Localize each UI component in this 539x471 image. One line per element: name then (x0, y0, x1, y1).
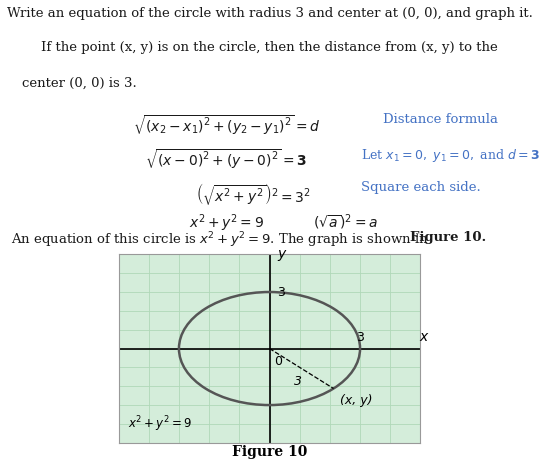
Text: $\sqrt{(x_2-x_1)^2+(y_2-y_1)^2}=d$: $\sqrt{(x_2-x_1)^2+(y_2-y_1)^2}=d$ (133, 113, 320, 137)
Text: Write an equation of the circle with radius 3 and center at (0, 0), and graph it: Write an equation of the circle with rad… (6, 7, 533, 20)
Text: $\left(\sqrt{a}\right)^2=a$: $\left(\sqrt{a}\right)^2=a$ (313, 212, 378, 232)
Text: 3: 3 (294, 374, 302, 388)
Text: $x^2+y^2=9$: $x^2+y^2=9$ (189, 212, 264, 234)
Text: Distance formula: Distance formula (383, 113, 497, 126)
Text: $x^2+y^2=9$: $x^2+y^2=9$ (128, 414, 192, 434)
Text: 3: 3 (277, 285, 285, 299)
Text: Let $x_1=0,\ y_1=0,$ and $d=\mathbf{3}.$: Let $x_1=0,\ y_1=0,$ and $d=\mathbf{3}.$ (361, 147, 539, 164)
Text: $\left(\sqrt{x^2+y^2}\right)^2=3^2$: $\left(\sqrt{x^2+y^2}\right)^2=3^2$ (196, 181, 311, 207)
Text: An equation of this circle is $x^2+y^2=9$. The graph is shown in: An equation of this circle is $x^2+y^2=9… (11, 231, 429, 251)
Text: 3: 3 (356, 331, 364, 344)
Text: Figure 10: Figure 10 (232, 445, 307, 459)
Text: (x, y): (x, y) (340, 394, 372, 407)
Text: x: x (419, 330, 427, 344)
Text: Figure 10.: Figure 10. (410, 231, 486, 244)
Text: y: y (277, 247, 285, 261)
Text: $\sqrt{(x-0)^2+(y-0)^2}=\mathbf{3}$: $\sqrt{(x-0)^2+(y-0)^2}=\mathbf{3}$ (146, 147, 307, 171)
Text: Square each side.: Square each side. (361, 181, 481, 194)
Text: center (0, 0) is 3.: center (0, 0) is 3. (22, 77, 136, 90)
Text: If the point (x, y) is on the circle, then the distance from (x, y) to the: If the point (x, y) is on the circle, th… (41, 41, 498, 54)
Text: 0: 0 (274, 355, 282, 368)
